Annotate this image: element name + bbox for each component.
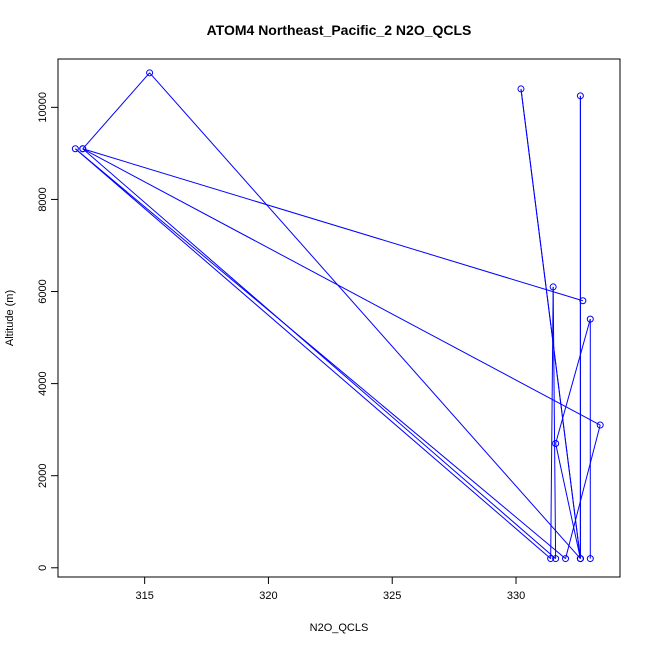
series-segment	[555, 319, 591, 444]
data-point	[547, 555, 555, 563]
series-segment	[82, 148, 601, 426]
y-tick-label: 4000	[37, 371, 49, 395]
x-tick-label: 320	[259, 590, 277, 602]
series-segment	[550, 286, 554, 559]
data-point	[576, 555, 584, 563]
data-point	[549, 283, 557, 291]
x-axis-label: N2O_QCLS	[310, 622, 369, 634]
series-segment	[82, 72, 150, 150]
y-tick-label: 6000	[37, 279, 49, 303]
plot-area-border	[57, 58, 621, 578]
series-segment	[75, 148, 552, 559]
data-point	[586, 555, 594, 563]
data-point	[552, 439, 560, 447]
y-axis: 0 2000 4000 6000 8000 10000	[37, 92, 59, 571]
series-segment	[555, 443, 581, 559]
y-tick-label: 0	[37, 565, 49, 571]
data-point	[552, 555, 560, 563]
y-tick-label: 8000	[37, 187, 49, 211]
data-point	[579, 297, 587, 305]
x-tick-label: 325	[383, 590, 401, 602]
series-segment	[552, 286, 557, 559]
series-segment	[565, 424, 601, 559]
series-segment	[82, 148, 556, 559]
data-point	[517, 85, 525, 93]
chart-title: ATOM4 Northeast_Pacific_2 N2O_QCLS	[207, 22, 472, 38]
data-point	[576, 92, 584, 100]
series-segment	[75, 148, 566, 559]
data-point	[586, 315, 594, 323]
y-tick-label: 10000	[37, 92, 49, 123]
data-point	[562, 555, 570, 563]
y-tick-label: 2000	[37, 463, 49, 487]
x-tick-label: 330	[507, 590, 525, 602]
series-segment	[82, 148, 584, 302]
x-axis: 315 320 325 330	[135, 576, 525, 602]
data-point	[146, 69, 154, 77]
series-segment	[520, 88, 581, 559]
data-point	[596, 421, 604, 429]
points-layer	[71, 69, 604, 563]
data-point	[79, 145, 87, 153]
data-point	[71, 145, 79, 153]
series-segment	[149, 72, 581, 559]
x-tick-label: 315	[135, 590, 153, 602]
y-axis-label: Altitude (m)	[4, 290, 16, 346]
series-layer	[75, 72, 601, 559]
